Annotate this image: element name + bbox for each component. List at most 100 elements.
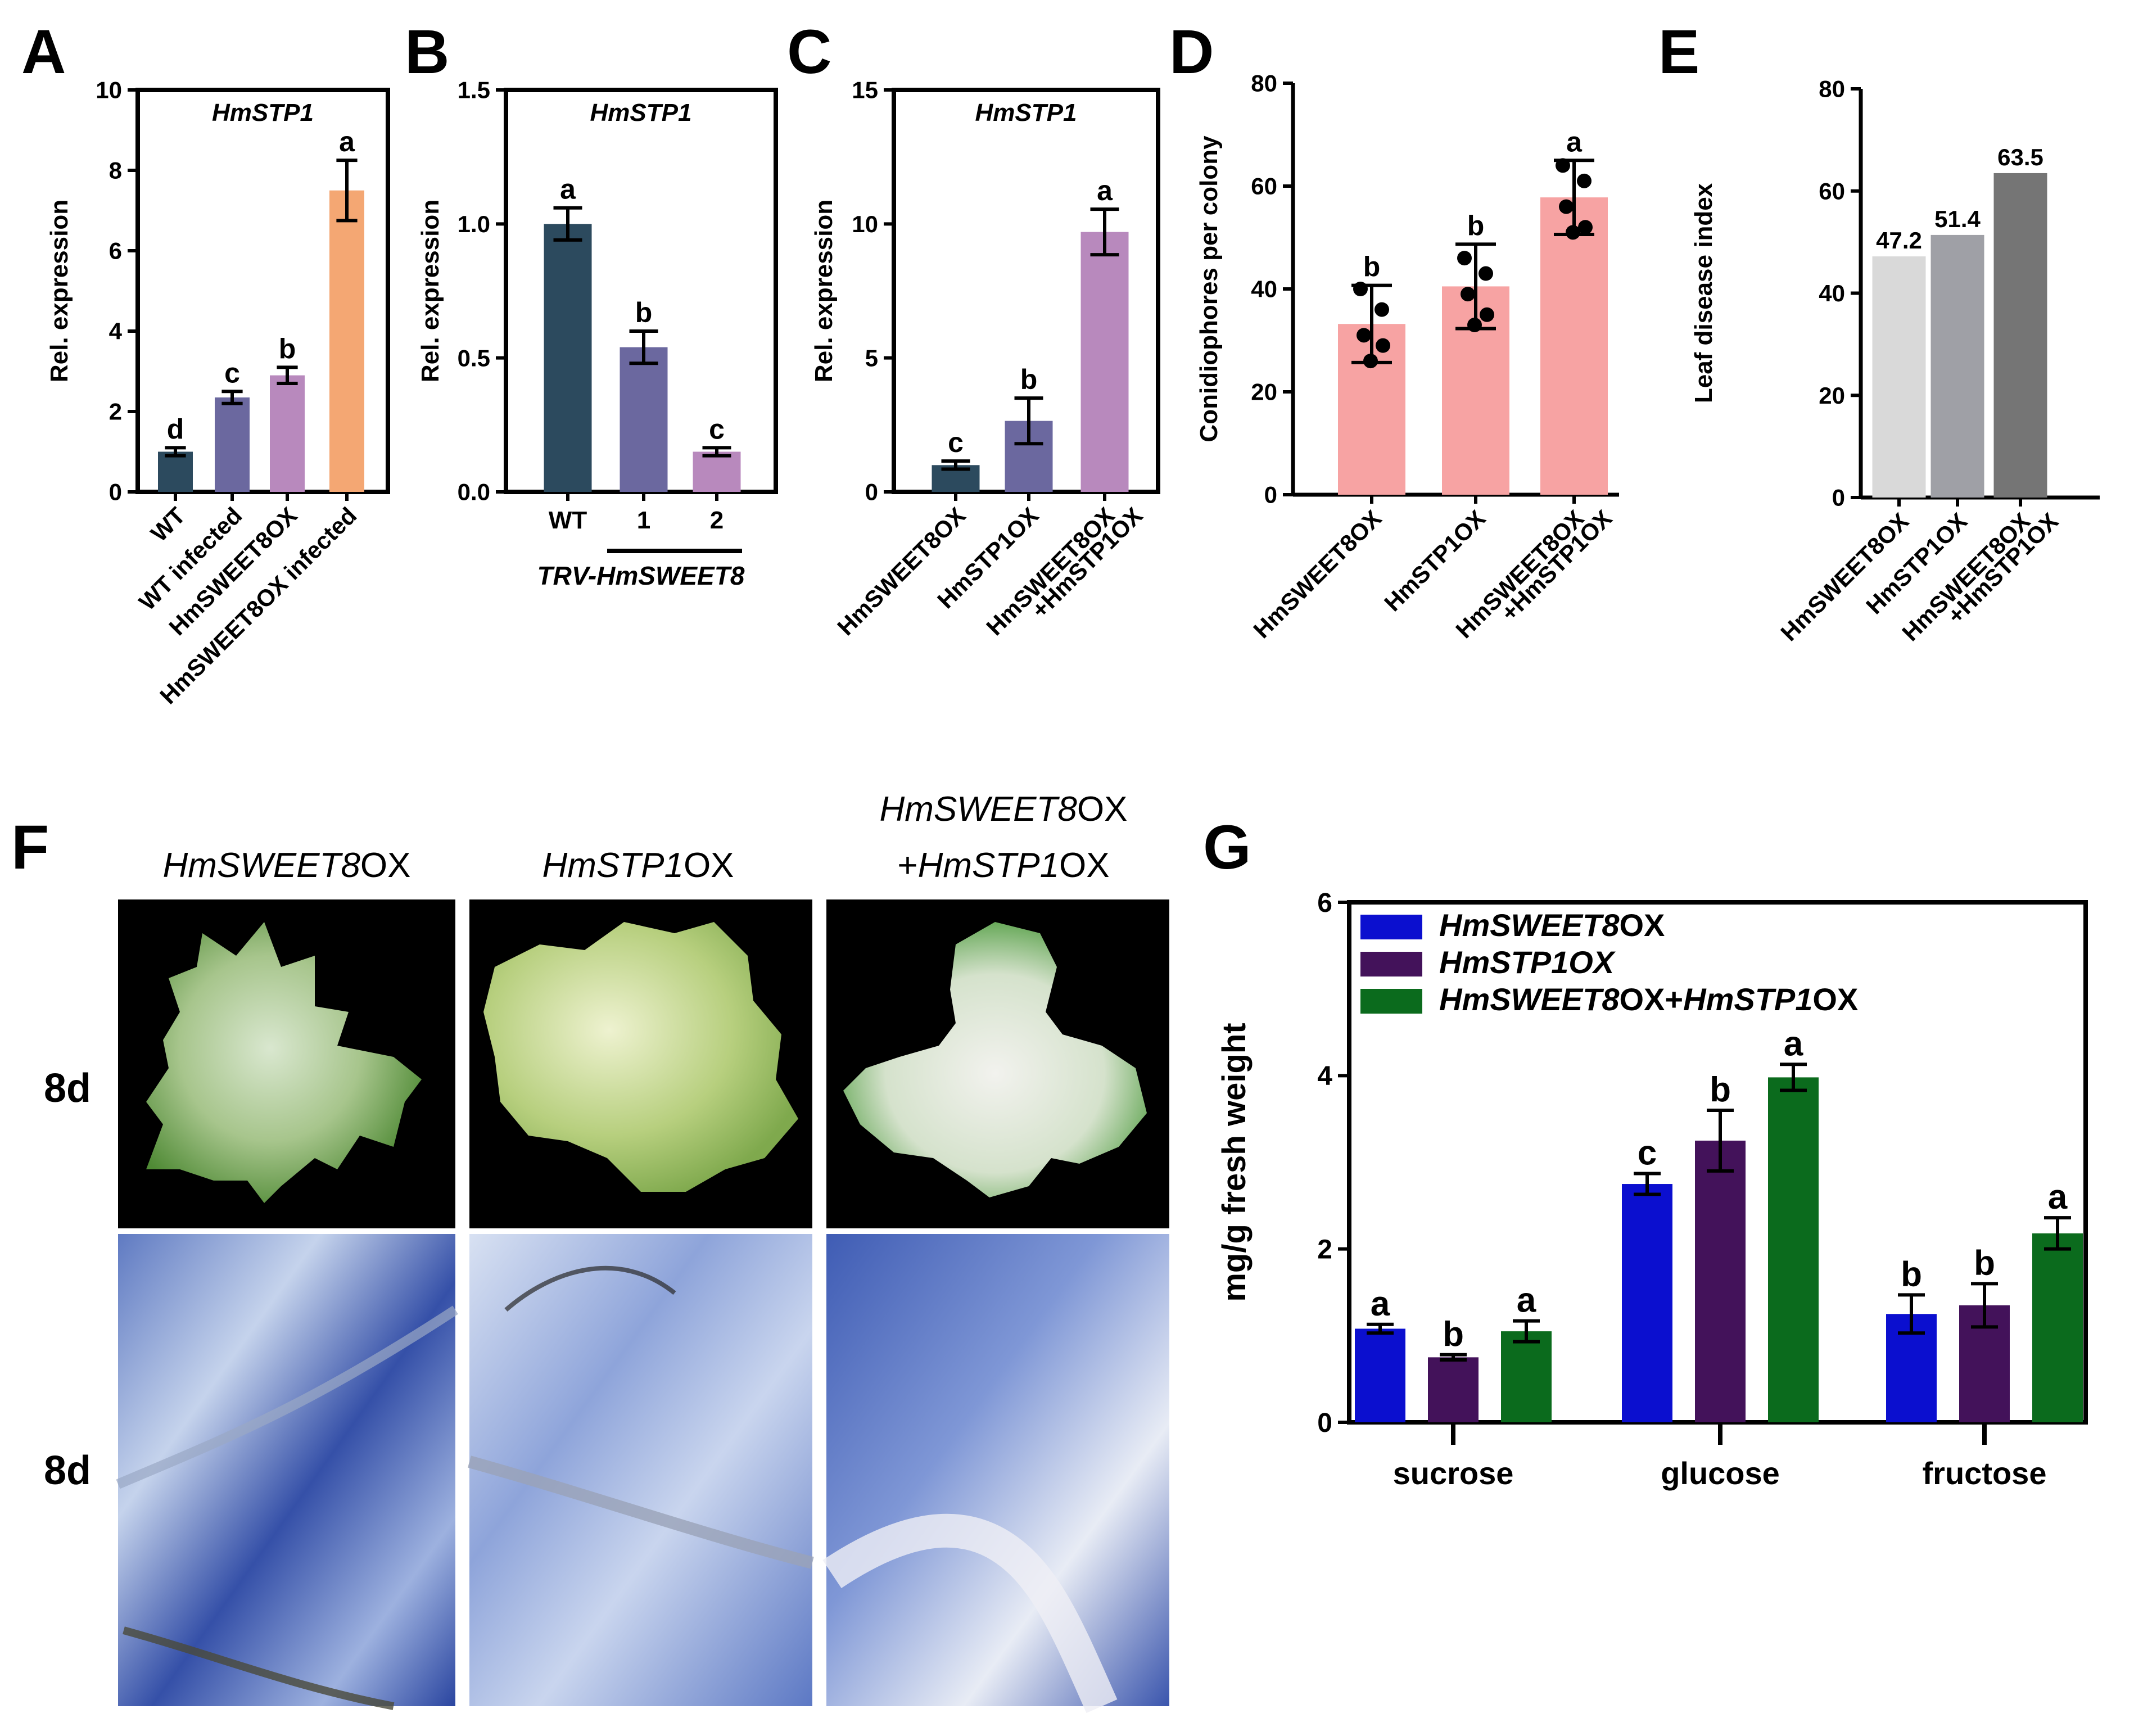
trv-group-label: TRV-HmSWEET8	[537, 561, 745, 590]
x-tick-label: glucose	[1661, 1455, 1780, 1491]
significance-letter: c	[948, 427, 964, 458]
significance-letter: a	[1371, 1285, 1390, 1323]
x-tick-label: 1	[637, 507, 650, 534]
significance-letter: a	[1566, 126, 1583, 157]
y-axis-label: Rel. expression	[417, 200, 444, 382]
data-point	[1578, 220, 1593, 235]
data-point	[1479, 266, 1493, 281]
significance-letter: c	[709, 413, 725, 445]
data-label: 51.4	[1934, 206, 1981, 232]
x-tick-label: HmSWEET8OX	[981, 502, 1119, 640]
legend-swatch	[1360, 915, 1422, 939]
x-tick-label: HmSWEET8OX	[1248, 505, 1386, 643]
y-tick-label: 6	[109, 238, 122, 264]
chart-title: HmSTP1	[212, 99, 314, 126]
data-point	[1457, 251, 1472, 266]
y-tick-label: 60	[1251, 173, 1277, 200]
y-tick-label: 0	[1832, 485, 1845, 511]
bar	[693, 451, 741, 492]
panel-letter-F: F	[11, 813, 49, 882]
bar	[1993, 173, 2047, 498]
data-point	[1376, 338, 1390, 353]
bar	[1930, 234, 1984, 498]
bar	[1872, 256, 1926, 498]
y-tick-label: 80	[1251, 70, 1277, 97]
legend-label: HmSWEET8OX	[1439, 907, 1665, 943]
significance-letter: d	[167, 413, 184, 445]
data-point	[1375, 302, 1389, 317]
leaf-photo-combined	[826, 899, 1169, 1228]
panel-letter-D: D	[1169, 17, 1214, 87]
bar	[2032, 1233, 2083, 1422]
y-tick-label: 4	[1317, 1061, 1332, 1091]
bar	[329, 190, 364, 492]
bar	[1540, 197, 1608, 495]
significance-letter: c	[224, 357, 240, 388]
f-col3-title-line2: +HmSTP1OX	[897, 846, 1109, 885]
y-tick-label: 10	[96, 77, 122, 103]
x-tick-label: HmSTP1OX	[1379, 505, 1490, 616]
f-col1-title: HmSWEET8OX	[163, 846, 411, 885]
data-label: 47.2	[1876, 227, 1922, 254]
bar	[1768, 1077, 1819, 1422]
x-tick-label: WT	[146, 502, 191, 547]
chart-B: 0.0 0.5 1.0 1.5 Rel. expression HmSTP1 a WT b 1 c 2	[417, 77, 778, 534]
significance-letter: b	[1467, 210, 1485, 241]
significance-letter: a	[1784, 1024, 1803, 1063]
significance-letter: b	[1710, 1070, 1731, 1109]
y-tick-label: 0	[865, 479, 878, 505]
data-point	[1480, 307, 1494, 322]
chart-title: HmSTP1	[590, 99, 692, 126]
y-axis-label: Leaf disease index	[1690, 183, 1717, 403]
y-axis-label: mg/g fresh weight	[1216, 1023, 1253, 1301]
bar	[620, 347, 668, 492]
data-point	[1357, 328, 1371, 343]
bar	[544, 224, 592, 492]
chart-D: 0 20 40 60 80 Conidiophores per colony b HmSWEE…	[1195, 70, 1619, 643]
y-tick-label: 0	[1264, 482, 1277, 508]
legend-label: HmSWEET8OX+HmSTP1OX	[1439, 982, 1858, 1017]
panel-letter-E: E	[1658, 17, 1699, 87]
significance-letter: a	[1097, 175, 1113, 206]
microscopy-hmsweet8ox	[116, 1234, 458, 1710]
f-col3-title-line1: HmSWEET8OX	[880, 790, 1128, 829]
y-tick-label: 10	[852, 211, 878, 237]
data-point	[1559, 199, 1574, 214]
significance-letter: b	[1901, 1255, 1922, 1294]
chart-C: 0 5 10 15 Rel. expression HmSTP1 c HmSWEET8OX b H…	[810, 77, 1160, 640]
bar	[1355, 1328, 1405, 1422]
y-tick-label: 1.0	[458, 211, 490, 237]
data-point	[1363, 354, 1378, 369]
y-axis-label: Conidiophores per colony	[1195, 135, 1223, 442]
y-tick-label: 2	[109, 399, 122, 425]
y-tick-label: 6	[1317, 888, 1332, 918]
chart-G: 0 2 4 6 mg/g fresh weight a b a sucrose c b a glucos…	[1216, 888, 2088, 1491]
y-tick-label: 0	[1317, 1408, 1332, 1438]
significance-letter: c	[1638, 1134, 1657, 1173]
significance-letter: b	[1363, 251, 1381, 283]
x-tick-label: fructose	[1923, 1455, 2047, 1491]
y-tick-label: 20	[1819, 382, 1845, 409]
data-point	[1577, 173, 1592, 188]
y-tick-label: 4	[109, 318, 123, 345]
significance-letter: b	[279, 333, 296, 364]
y-tick-label: 2	[1317, 1235, 1332, 1264]
data-point	[1353, 282, 1368, 296]
bar	[1501, 1331, 1552, 1422]
data-point	[1566, 225, 1580, 240]
data-point	[1556, 158, 1570, 173]
y-tick-label: 80	[1819, 76, 1845, 102]
y-axis-label: Rel. expression	[46, 200, 73, 382]
significance-letter: b	[1443, 1315, 1464, 1354]
y-tick-label: 15	[852, 77, 878, 103]
panel-letter-C: C	[787, 17, 831, 87]
significance-letter: b	[1974, 1244, 1995, 1282]
legend-label: HmSTP1OX	[1439, 944, 1616, 980]
y-tick-label: 0	[109, 479, 122, 505]
f-time-label-bottom: 8d	[44, 1448, 91, 1493]
bar	[270, 375, 305, 492]
plot-frame	[135, 88, 390, 494]
bar	[1428, 1357, 1479, 1422]
